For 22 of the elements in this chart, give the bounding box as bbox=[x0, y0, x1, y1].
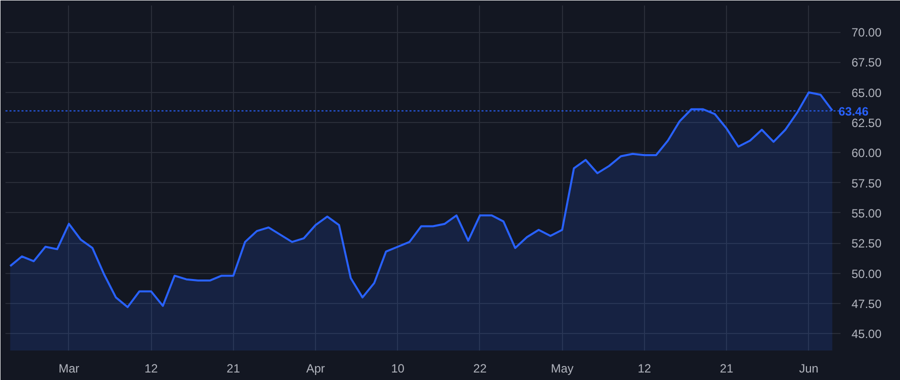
x-tick-label: 12 bbox=[638, 362, 652, 376]
x-tick-label: 22 bbox=[473, 362, 487, 376]
y-tick-label: 70.00 bbox=[852, 26, 882, 40]
x-tick-label: Apr bbox=[306, 362, 325, 376]
x-tick-label: 10 bbox=[391, 362, 405, 376]
y-tick-label: 55.00 bbox=[852, 206, 882, 220]
y-tick-label: 60.00 bbox=[852, 146, 882, 160]
ref-line-label: 63.46 bbox=[838, 104, 869, 118]
y-tick-label: 45.00 bbox=[852, 327, 882, 342]
x-tick-label: 21 bbox=[720, 362, 734, 376]
x-tick-label: 12 bbox=[144, 362, 158, 376]
x-tick-label: Jun bbox=[799, 362, 818, 376]
x-tick-label: May bbox=[550, 362, 574, 376]
y-tick-label: 65.00 bbox=[852, 86, 882, 100]
y-tick-label: 57.50 bbox=[852, 176, 882, 190]
y-tick-label: 67.50 bbox=[852, 56, 882, 70]
y-tick-label: 47.50 bbox=[852, 296, 882, 311]
y-tick-label: 62.50 bbox=[852, 116, 882, 130]
x-tick-label: 21 bbox=[226, 362, 240, 376]
y-tick-label: 52.50 bbox=[852, 236, 882, 251]
y-tick-label: 50.00 bbox=[852, 266, 882, 281]
x-tick-label: Mar bbox=[58, 362, 80, 376]
